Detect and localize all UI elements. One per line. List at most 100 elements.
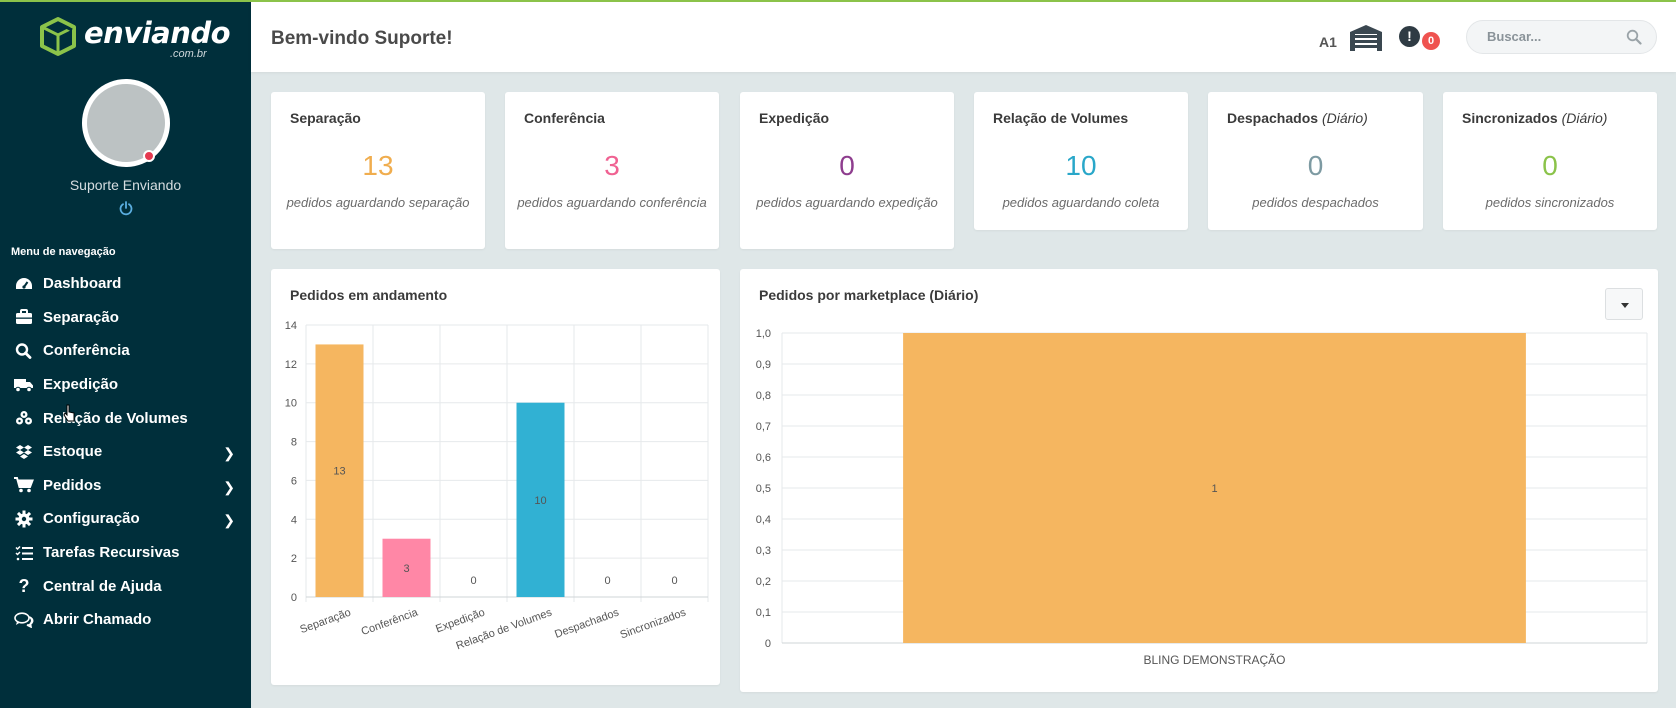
y-tick-label: 0 <box>765 638 771 650</box>
bar-value-label: 3 <box>403 563 409 575</box>
stat-card-conferencia[interactable]: Conferência 3 pedidos aguardando conferê… <box>505 92 719 249</box>
sidebar-item-tarefas-recursivas[interactable]: Tarefas Recursivas <box>0 536 251 570</box>
y-tick-label: 0,5 <box>756 483 771 495</box>
stat-qualifier: (Diário) <box>1321 110 1368 126</box>
cart-icon <box>14 476 34 494</box>
gear-icon <box>14 510 34 528</box>
panel-title: Pedidos por marketplace (Diário) <box>759 287 979 303</box>
marketplace-bar-chart: 0 0,1 0,2 0,3 0,4 0,5 0,6 0,7 0,8 0,9 1,0 1 BLING DE… <box>756 328 1648 667</box>
user-name: Suporte Enviando <box>69 177 182 193</box>
sidebar-item-pedidos[interactable]: Pedidos ❯ <box>0 469 251 503</box>
x-tick-label: Expedição <box>434 607 486 636</box>
stat-title: Conferência <box>524 110 605 126</box>
boxes-icon <box>14 409 34 427</box>
warehouse-icon[interactable] <box>1349 23 1383 53</box>
bar-value-label: 10 <box>534 495 546 507</box>
stat-value: 0 <box>839 150 855 181</box>
brand-logo[interactable]: enviando .com.br <box>38 16 231 62</box>
stat-card-separacao[interactable]: Separação 13 pedidos aguardando separaçã… <box>271 92 485 249</box>
y-tick-label: 10 <box>285 398 297 410</box>
brand-name: enviando <box>84 16 231 50</box>
sidebar: enviando .com.br Suporte Enviando Menu d… <box>0 0 251 708</box>
y-tick-label: 0,6 <box>756 452 771 464</box>
stat-qualifier: (Diário) <box>1561 110 1608 126</box>
stat-value: 3 <box>604 150 620 181</box>
caret-down-icon <box>1621 303 1629 308</box>
bar <box>516 402 565 597</box>
chart-options-dropdown[interactable] <box>1605 288 1643 320</box>
progress-bar-chart: 0 2 4 6 8 10 12 14 13 Separação 3 Conferência 0 Exped… <box>285 320 709 652</box>
sidebar-item-configuracao[interactable]: Configuração ❯ <box>0 502 251 536</box>
stat-desc: pedidos despachados <box>1252 195 1379 210</box>
stat-card-expedicao[interactable]: Expedição 0 pedidos aguardando expedição <box>740 92 954 249</box>
warehouse-code[interactable]: A1 <box>1319 34 1337 50</box>
page-title: Bem-vindo Suporte! <box>271 28 453 49</box>
x-tick-label: Conferência <box>360 606 421 638</box>
y-tick-label: 0 <box>291 592 297 604</box>
y-tick-label: 0,9 <box>756 359 771 371</box>
y-tick-label: 8 <box>291 437 297 449</box>
y-tick-label: 0,4 <box>756 514 771 526</box>
search-icon <box>14 342 34 360</box>
stat-value: 0 <box>1307 150 1324 181</box>
x-tick-label: Sincronizados <box>618 606 688 641</box>
stat-desc: pedidos aguardando expedição <box>756 195 938 210</box>
sidebar-item-separacao[interactable]: Separação <box>0 301 251 335</box>
nav-title: Menu de navegação <box>11 246 116 258</box>
bar <box>315 344 364 597</box>
y-tick-label: 0,1 <box>756 607 771 619</box>
search-input[interactable] <box>1487 29 1617 44</box>
stat-card-relacao-volumes[interactable]: Relação de Volumes 10 pedidos aguardando… <box>974 92 1188 230</box>
sidebar-item-dashboard[interactable]: Dashboard <box>0 267 251 301</box>
y-tick-label: 0,8 <box>756 390 771 402</box>
stat-value: 13 <box>362 150 394 181</box>
briefcase-icon <box>14 308 34 326</box>
bar <box>903 333 1526 643</box>
dropbox-icon <box>14 443 34 461</box>
sidebar-item-central-ajuda[interactable]: ? Central de Ajuda <box>0 569 251 603</box>
sidebar-item-expedicao[interactable]: Expedição <box>0 368 251 402</box>
box-logo-icon <box>40 17 76 56</box>
sidebar-nav: Dashboard Separação Conferência Expediçã… <box>0 267 251 637</box>
alert-icon[interactable]: ! <box>1399 26 1420 47</box>
top-header: Bem-vindo Suporte! A1 ! 0 <box>251 2 1676 72</box>
chevron-right-icon: ❯ <box>223 512 235 529</box>
chat-icon <box>14 611 34 629</box>
status-dot-icon <box>143 150 155 162</box>
stat-title: Relação de Volumes <box>993 110 1129 126</box>
mouse-pointer-icon <box>63 404 75 422</box>
search-icon[interactable] <box>1626 29 1642 45</box>
bar <box>382 538 431 597</box>
truck-icon <box>14 376 34 394</box>
y-tick-label: 0,3 <box>756 545 771 557</box>
x-tick-label: Despachados <box>553 606 621 640</box>
sidebar-item-abrir-chamado[interactable]: Abrir Chamado <box>0 603 251 637</box>
progress-chart-panel: Pedidos em andamento 0 2 4 6 8 10 12 14 13 Separa… <box>271 269 720 685</box>
power-icon[interactable] <box>118 200 134 216</box>
stat-desc: pedidos aguardando coleta <box>1002 195 1160 210</box>
y-tick-label: 12 <box>285 359 297 371</box>
panel-title: Pedidos em andamento <box>290 287 448 303</box>
brand-domain: .com.br <box>170 48 207 60</box>
stat-title: Sincronizados <box>1462 110 1558 126</box>
sidebar-item-estoque[interactable]: Estoque ❯ <box>0 435 251 469</box>
sidebar-item-conferencia[interactable]: Conferência <box>0 334 251 368</box>
x-tick-label: Separação <box>298 607 352 636</box>
sidebar-item-relacao-volumes[interactable]: Relação de Volumes <box>0 401 251 435</box>
y-tick-label: 0,2 <box>756 576 771 588</box>
alert-count-badge: 0 <box>1422 32 1440 50</box>
y-tick-label: 14 <box>285 320 297 332</box>
marketplace-chart-panel: Pedidos por marketplace (Diário) 0 0,1 0,2… <box>740 269 1658 692</box>
chevron-right-icon: ❯ <box>223 478 235 495</box>
bar-value-label: 0 <box>470 575 476 587</box>
stat-desc: pedidos sincronizados <box>1485 195 1615 210</box>
bar-value-label: 0 <box>604 575 610 587</box>
stat-card-despachados[interactable]: Despachados (Diário) 0 pedidos despachad… <box>1208 92 1423 230</box>
question-icon: ? <box>18 575 30 596</box>
y-tick-label: 1,0 <box>756 328 771 340</box>
avatar[interactable] <box>82 79 170 167</box>
search-box <box>1466 20 1657 54</box>
stat-card-sincronizados[interactable]: Sincronizados (Diário) 0 pedidos sincron… <box>1443 92 1657 230</box>
top-accent-line <box>0 0 1676 2</box>
stat-title: Despachados <box>1227 110 1319 126</box>
